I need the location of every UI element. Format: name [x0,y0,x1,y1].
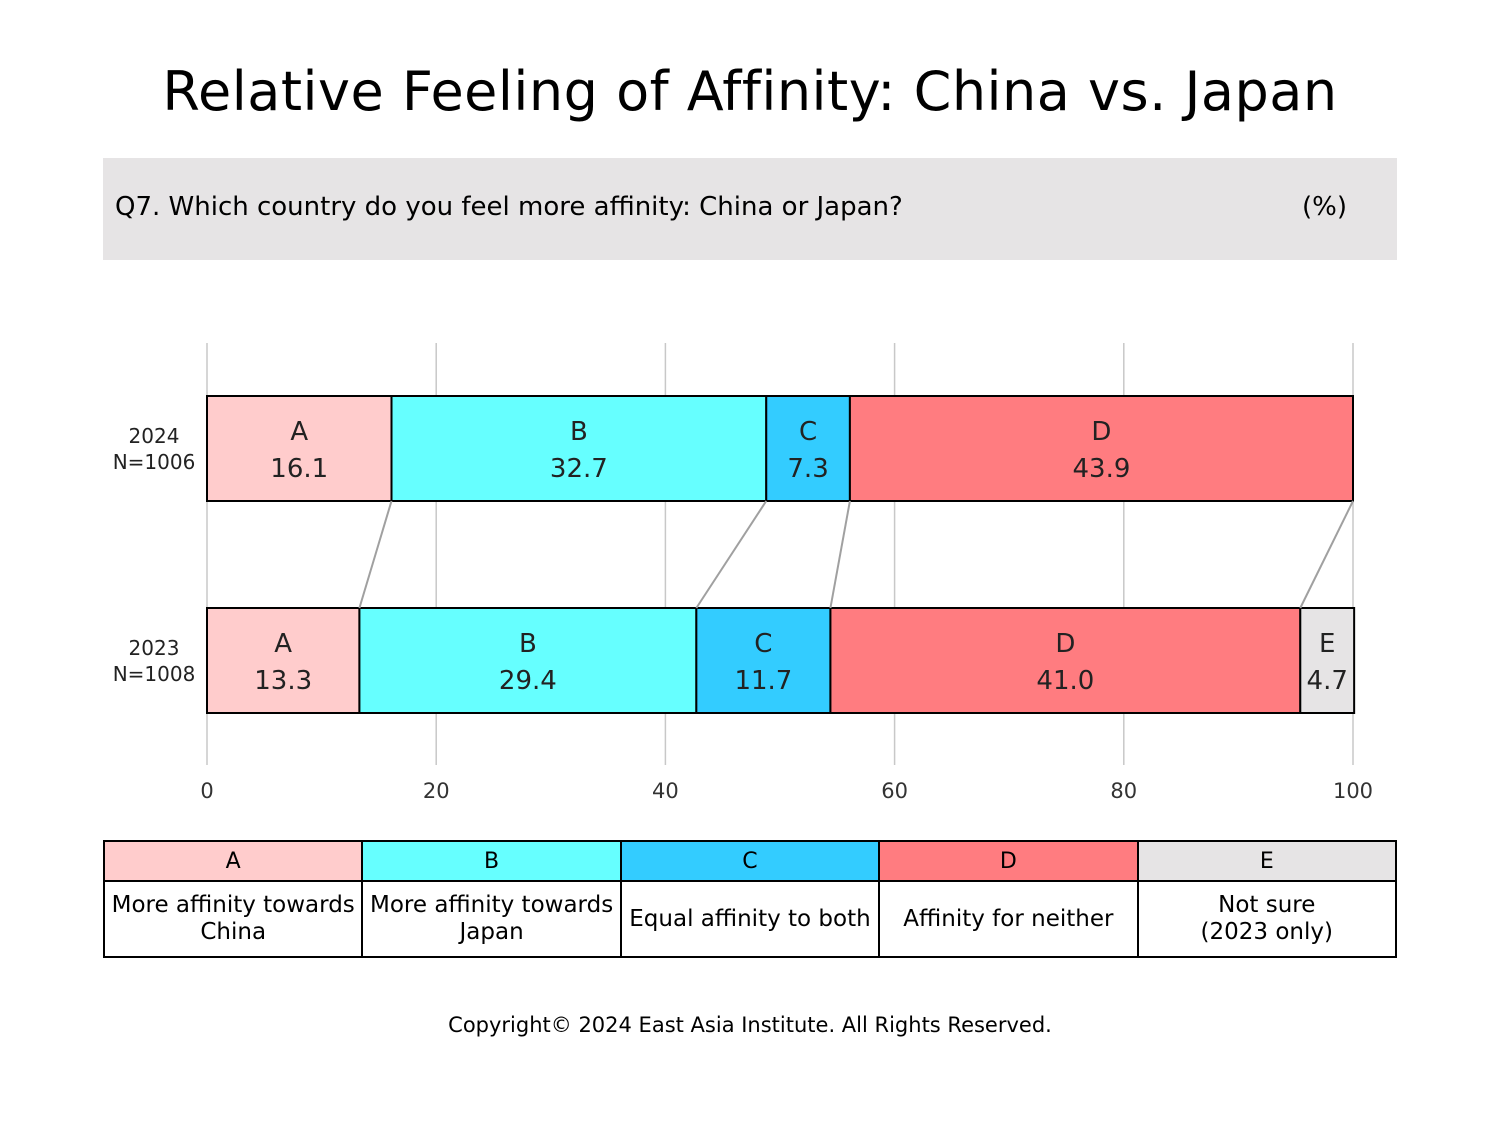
bar-segment-c [695,607,832,714]
segment-code-label: E [1319,629,1335,659]
copyright-footer: Copyright© 2024 East Asia Institute. All… [448,1013,1052,1037]
x-tick-label: 0 [200,779,213,803]
x-tick-label: 20 [423,779,450,803]
connector-line [829,500,851,609]
segment-value-label: 4.7 [1307,666,1348,696]
legend-desc-d: Affinity for neither [878,880,1139,958]
segment-value-label: 32.7 [550,454,608,484]
question-text: Q7. Which country do you feel more affin… [115,192,903,222]
legend-code-b: B [361,840,622,882]
row-year-label: 2024 [129,424,180,448]
segment-value-label: 7.3 [787,454,828,484]
legend-code-c: C [619,840,881,882]
connector-line [1299,500,1354,609]
segment-code-label: A [274,629,292,659]
segment-code-label: D [1055,629,1075,659]
row-n-label: N=1006 [113,450,196,474]
segment-value-label: 11.7 [734,666,792,696]
segment-code-label: A [290,417,308,447]
legend-desc-c: Equal affinity to both [619,880,881,958]
bar-segment-a [206,395,393,502]
segment-code-label: B [519,629,537,659]
segment-value-label: 29.4 [499,666,557,696]
x-tick-label: 100 [1333,779,1373,803]
bar-segment-d [848,395,1354,502]
bar-segment-d [829,607,1302,714]
segment-value-label: 13.3 [254,666,312,696]
legend-desc-b: More affinity towards Japan [361,880,622,958]
row-n-label: N=1008 [113,662,196,686]
bar-segment-b [358,607,698,714]
question-box: Q7. Which country do you feel more affin… [103,158,1397,260]
legend-code-d: D [878,840,1139,882]
bar-segment-c [765,395,851,502]
bar-segment-e [1299,607,1356,714]
legend-code-a: A [102,840,364,882]
segment-code-label: C [799,417,817,447]
legend-code-row: A B C D E [102,840,1398,882]
segment-value-label: 43.9 [1073,454,1131,484]
legend-desc-row: More affinity towards China More affinit… [102,880,1398,958]
stacked-bar-chart: 0 20 40 60 80 100A16.1B32.7C7.3D43.92024N=100… [113,343,1373,803]
connector-line [695,500,768,609]
legend-desc-e: Not sure (2023 only) [1136,880,1398,958]
x-tick-label: 80 [1110,779,1137,803]
x-tick-label: 60 [881,779,908,803]
segment-code-label: C [754,629,772,659]
segment-value-label: 16.1 [270,454,328,484]
segment-code-label: B [570,417,588,447]
legend-code-e: E [1136,840,1398,882]
chart-title: Relative Feeling of Affinity: China vs. … [162,60,1338,123]
unit-label: (%) [1302,192,1347,222]
bar-segment-b [390,395,768,502]
legend-table: A B C D E More affinity towards China Mo… [102,840,1398,958]
segment-code-label: D [1091,417,1111,447]
row-year-label: 2023 [129,636,180,660]
bar-segment-a [206,607,361,714]
connector-line [358,500,393,609]
x-tick-label: 40 [652,779,679,803]
legend-desc-a: More affinity towards China [102,880,364,958]
segment-value-label: 41.0 [1036,666,1094,696]
